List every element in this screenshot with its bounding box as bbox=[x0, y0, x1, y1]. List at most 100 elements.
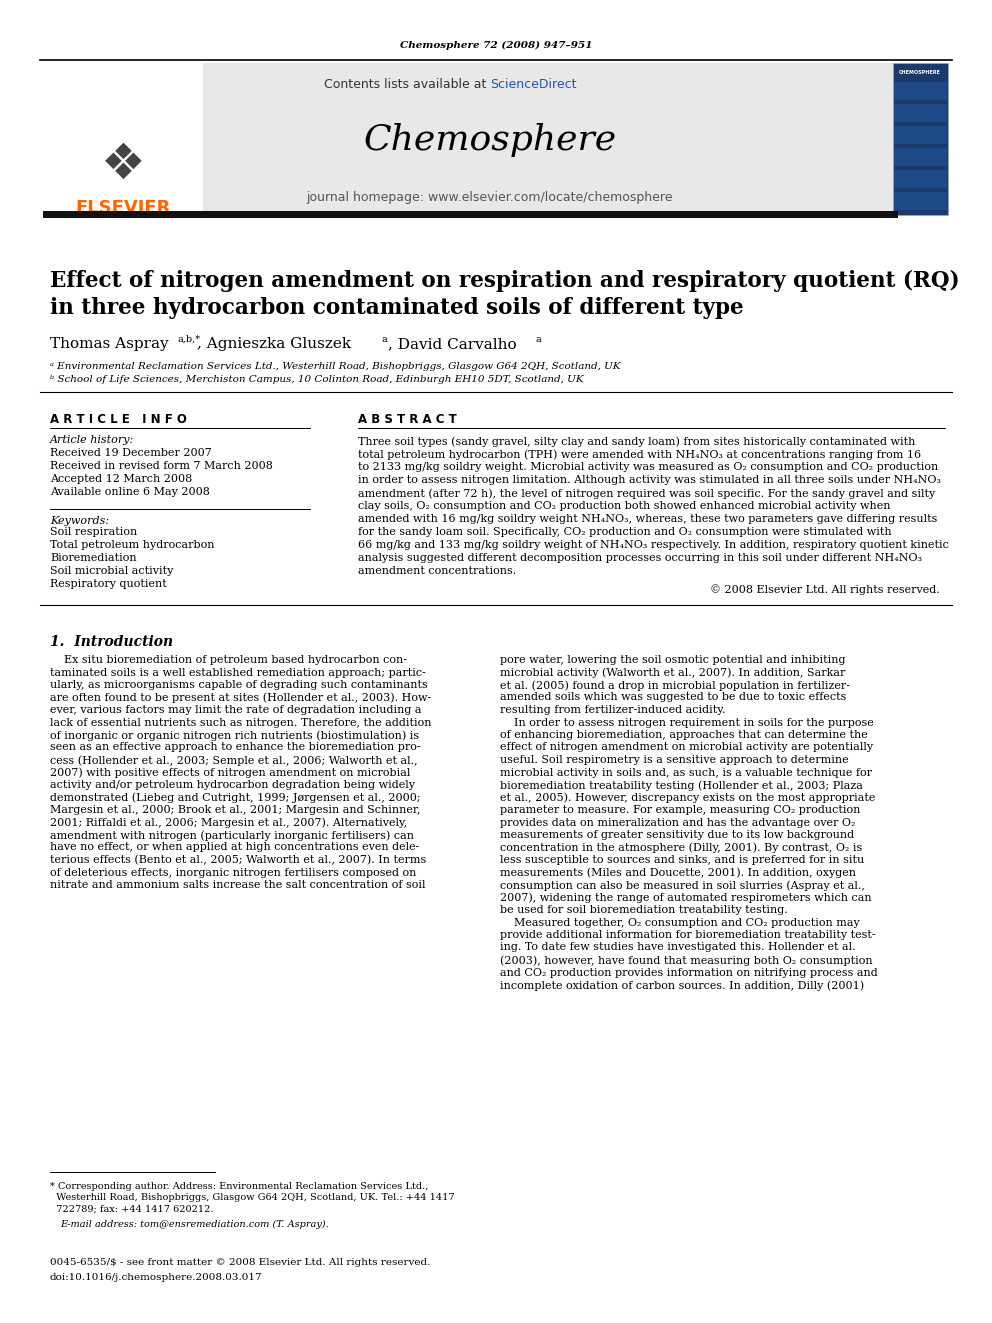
Text: are often found to be present at sites (Hollender et al., 2003). How-: are often found to be present at sites (… bbox=[50, 692, 432, 703]
Bar bbox=[893, 64, 948, 216]
Text: seen as an effective approach to enhance the bioremediation pro-: seen as an effective approach to enhance… bbox=[50, 742, 421, 753]
Text: 0045-6535/$ - see front matter © 2008 Elsevier Ltd. All rights reserved.: 0045-6535/$ - see front matter © 2008 El… bbox=[50, 1258, 431, 1267]
Text: activity and/or petroleum hydrocarbon degradation being widely: activity and/or petroleum hydrocarbon de… bbox=[50, 781, 415, 790]
Text: 66 mg/kg and 133 mg/kg soildry weight of NH₄NO₃ respectively. In addition, respi: 66 mg/kg and 133 mg/kg soildry weight of… bbox=[358, 540, 949, 550]
Text: E-mail address: tom@ensremediation.com (T. Aspray).: E-mail address: tom@ensremediation.com (… bbox=[60, 1220, 328, 1229]
Text: Thomas Aspray: Thomas Aspray bbox=[50, 337, 169, 351]
Text: lack of essential nutrients such as nitrogen. Therefore, the addition: lack of essential nutrients such as nitr… bbox=[50, 717, 432, 728]
Text: provide additional information for bioremediation treatability test-: provide additional information for biore… bbox=[500, 930, 876, 941]
Bar bbox=[894, 192, 947, 210]
Text: ever, various factors may limit the rate of degradation including a: ever, various factors may limit the rate… bbox=[50, 705, 422, 714]
Text: et al., 2005). However, discrepancy exists on the most appropriate: et al., 2005). However, discrepancy exis… bbox=[500, 792, 875, 803]
Text: amended soils which was suggested to be due to toxic effects: amended soils which was suggested to be … bbox=[500, 692, 846, 703]
Text: CHEMOSPHERE: CHEMOSPHERE bbox=[899, 70, 941, 74]
Text: Soil respiration: Soil respiration bbox=[50, 527, 137, 537]
Text: Article history:: Article history: bbox=[50, 435, 134, 445]
Text: , Agnieszka Gluszek: , Agnieszka Gluszek bbox=[197, 337, 351, 351]
Text: Respiratory quotient: Respiratory quotient bbox=[50, 579, 167, 589]
Text: ᵇ School of Life Sciences, Merchiston Campus, 10 Colinton Road, Edinburgh EH10 5: ᵇ School of Life Sciences, Merchiston Ca… bbox=[50, 374, 583, 384]
Text: taminated soils is a well established remediation approach; partic-: taminated soils is a well established re… bbox=[50, 668, 426, 677]
Text: 722789; fax: +44 1417 620212.: 722789; fax: +44 1417 620212. bbox=[50, 1204, 213, 1213]
Text: terious effects (Bento et al., 2005; Walworth et al., 2007). In terms: terious effects (Bento et al., 2005; Wal… bbox=[50, 855, 427, 865]
Text: Chemosphere: Chemosphere bbox=[363, 123, 617, 157]
Text: a: a bbox=[381, 335, 387, 344]
Text: ❖: ❖ bbox=[100, 142, 146, 189]
Text: A R T I C L E   I N F O: A R T I C L E I N F O bbox=[50, 413, 186, 426]
Text: Chemosphere 72 (2008) 947–951: Chemosphere 72 (2008) 947–951 bbox=[400, 41, 592, 49]
Text: microbial activity in soils and, as such, is a valuable technique for: microbial activity in soils and, as such… bbox=[500, 767, 872, 778]
Text: demonstrated (Liebeg and Cutright, 1999; Jørgensen et al., 2000;: demonstrated (Liebeg and Cutright, 1999;… bbox=[50, 792, 421, 803]
Bar bbox=[894, 82, 947, 101]
Text: ScienceDirect: ScienceDirect bbox=[490, 78, 576, 90]
Text: Bioremediation: Bioremediation bbox=[50, 553, 137, 564]
Text: et al. (2005) found a drop in microbial population in fertilizer-: et al. (2005) found a drop in microbial … bbox=[500, 680, 850, 691]
Text: a,b,*: a,b,* bbox=[178, 335, 201, 344]
Text: Ex situ bioremediation of petroleum based hydrocarbon con-: Ex situ bioremediation of petroleum base… bbox=[50, 655, 407, 665]
Text: Three soil types (sandy gravel, silty clay and sandy loam) from sites historical: Three soil types (sandy gravel, silty cl… bbox=[358, 437, 916, 447]
Text: A B S T R A C T: A B S T R A C T bbox=[358, 413, 456, 426]
Text: in order to assess nitrogen limitation. Although activity was stimulated in all : in order to assess nitrogen limitation. … bbox=[358, 475, 941, 486]
Text: incomplete oxidation of carbon sources. In addition, Dilly (2001): incomplete oxidation of carbon sources. … bbox=[500, 980, 864, 991]
Text: total petroleum hydrocarbon (TPH) were amended with NH₄NO₃ at concentrations ran: total petroleum hydrocarbon (TPH) were a… bbox=[358, 448, 922, 459]
Text: and CO₂ production provides information on nitrifying process and: and CO₂ production provides information … bbox=[500, 967, 878, 978]
Text: Available online 6 May 2008: Available online 6 May 2008 bbox=[50, 487, 210, 497]
Text: journal homepage: www.elsevier.com/locate/chemosphere: journal homepage: www.elsevier.com/locat… bbox=[307, 192, 674, 205]
Bar bbox=[894, 169, 947, 188]
Text: 1.  Introduction: 1. Introduction bbox=[50, 635, 174, 650]
Bar bbox=[43, 64, 898, 216]
Text: © 2008 Elsevier Ltd. All rights reserved.: © 2008 Elsevier Ltd. All rights reserved… bbox=[710, 583, 940, 595]
Text: amended with 16 mg/kg soildry weight NH₄NO₃, whereas, these two parameters gave : amended with 16 mg/kg soildry weight NH₄… bbox=[358, 515, 937, 524]
Text: provides data on mineralization and has the advantage over O₂: provides data on mineralization and has … bbox=[500, 818, 855, 827]
Text: amendment (after 72 h), the level of nitrogen required was soil specific. For th: amendment (after 72 h), the level of nit… bbox=[358, 488, 935, 499]
Text: cess (Hollender et al., 2003; Semple et al., 2006; Walworth et al.,: cess (Hollender et al., 2003; Semple et … bbox=[50, 755, 418, 766]
Text: for the sandy loam soil. Specifically, CO₂ production and O₂ consumption were st: for the sandy loam soil. Specifically, C… bbox=[358, 527, 892, 537]
Text: ᵃ Environmental Reclamation Services Ltd., Westerhill Road, Bishopbriggs, Glasgo: ᵃ Environmental Reclamation Services Ltd… bbox=[50, 363, 621, 370]
Text: microbial activity (Walworth et al., 2007). In addition, Sarkar: microbial activity (Walworth et al., 200… bbox=[500, 668, 845, 679]
Text: Total petroleum hydrocarbon: Total petroleum hydrocarbon bbox=[50, 540, 214, 550]
Text: 2007), widening the range of automated respirometers which can: 2007), widening the range of automated r… bbox=[500, 893, 872, 904]
Text: analysis suggested different decomposition processes occurring in this soil unde: analysis suggested different decompositi… bbox=[358, 553, 923, 564]
Bar bbox=[894, 105, 947, 122]
Text: Soil microbial activity: Soil microbial activity bbox=[50, 566, 174, 576]
Text: bioremediation treatability testing (Hollender et al., 2003; Plaza: bioremediation treatability testing (Hol… bbox=[500, 781, 863, 791]
Text: ing. To date few studies have investigated this. Hollender et al.: ing. To date few studies have investigat… bbox=[500, 942, 856, 953]
Text: Accepted 12 March 2008: Accepted 12 March 2008 bbox=[50, 474, 192, 484]
Text: in three hydrocarbon contaminated soils of different type: in three hydrocarbon contaminated soils … bbox=[50, 296, 744, 319]
Text: Contents lists available at: Contents lists available at bbox=[323, 78, 490, 90]
Text: Effect of nitrogen amendment on respiration and respiratory quotient (RQ): Effect of nitrogen amendment on respirat… bbox=[50, 270, 959, 292]
Text: Measured together, O₂ consumption and CO₂ production may: Measured together, O₂ consumption and CO… bbox=[500, 917, 860, 927]
Text: measurements of greater sensitivity due to its low background: measurements of greater sensitivity due … bbox=[500, 830, 854, 840]
Text: * Corresponding author. Address: Environmental Reclamation Services Ltd.,: * Corresponding author. Address: Environ… bbox=[50, 1181, 429, 1191]
Text: consumption can also be measured in soil slurries (Aspray et al.,: consumption can also be measured in soil… bbox=[500, 880, 865, 890]
Text: concentration in the atmosphere (Dilly, 2001). By contrast, O₂ is: concentration in the atmosphere (Dilly, … bbox=[500, 843, 862, 853]
Text: useful. Soil respirometry is a sensitive approach to determine: useful. Soil respirometry is a sensitive… bbox=[500, 755, 848, 765]
Text: 2007) with positive effects of nitrogen amendment on microbial: 2007) with positive effects of nitrogen … bbox=[50, 767, 411, 778]
Text: effect of nitrogen amendment on microbial activity are potentially: effect of nitrogen amendment on microbia… bbox=[500, 742, 873, 753]
Text: (2003), however, have found that measuring both O₂ consumption: (2003), however, have found that measuri… bbox=[500, 955, 873, 966]
Bar bbox=[894, 148, 947, 165]
Text: have no effect, or when applied at high concentrations even dele-: have no effect, or when applied at high … bbox=[50, 843, 420, 852]
Text: doi:10.1016/j.chemosphere.2008.03.017: doi:10.1016/j.chemosphere.2008.03.017 bbox=[50, 1273, 263, 1282]
Text: resulting from fertilizer-induced acidity.: resulting from fertilizer-induced acidit… bbox=[500, 705, 725, 714]
Text: In order to assess nitrogen requirement in soils for the purpose: In order to assess nitrogen requirement … bbox=[500, 717, 874, 728]
Text: pore water, lowering the soil osmotic potential and inhibiting: pore water, lowering the soil osmotic po… bbox=[500, 655, 845, 665]
Text: , David Carvalho: , David Carvalho bbox=[388, 337, 517, 351]
Text: clay soils, O₂ consumption and CO₂ production both showed enhanced microbial act: clay soils, O₂ consumption and CO₂ produ… bbox=[358, 501, 891, 511]
Text: amendment concentrations.: amendment concentrations. bbox=[358, 566, 516, 576]
Bar bbox=[43, 64, 203, 216]
Text: a: a bbox=[536, 335, 542, 344]
Bar bbox=[894, 126, 947, 144]
Text: measurements (Miles and Doucette, 2001). In addition, oxygen: measurements (Miles and Doucette, 2001).… bbox=[500, 868, 856, 878]
Text: of deleterious effects, inorganic nitrogen fertilisers composed on: of deleterious effects, inorganic nitrog… bbox=[50, 868, 417, 877]
Text: be used for soil bioremediation treatability testing.: be used for soil bioremediation treatabi… bbox=[500, 905, 788, 916]
Text: of enhancing bioremediation, approaches that can determine the: of enhancing bioremediation, approaches … bbox=[500, 730, 868, 740]
Text: ELSEVIER: ELSEVIER bbox=[75, 198, 171, 217]
Text: nitrate and ammonium salts increase the salt concentration of soil: nitrate and ammonium salts increase the … bbox=[50, 880, 426, 890]
Text: Received in revised form 7 March 2008: Received in revised form 7 March 2008 bbox=[50, 460, 273, 471]
Text: amendment with nitrogen (particularly inorganic fertilisers) can: amendment with nitrogen (particularly in… bbox=[50, 830, 414, 840]
Text: parameter to measure. For example, measuring CO₂ production: parameter to measure. For example, measu… bbox=[500, 804, 860, 815]
Text: 2001; Riffaldi et al., 2006; Margesin et al., 2007). Alternatively,: 2001; Riffaldi et al., 2006; Margesin et… bbox=[50, 818, 408, 828]
Text: Received 19 December 2007: Received 19 December 2007 bbox=[50, 448, 211, 458]
Text: Margesin et al., 2000; Brook et al., 2001; Margesin and Schinner,: Margesin et al., 2000; Brook et al., 200… bbox=[50, 804, 421, 815]
Text: to 2133 mg/kg soildry weight. Microbial activity was measured as O₂ consumption : to 2133 mg/kg soildry weight. Microbial … bbox=[358, 462, 938, 472]
